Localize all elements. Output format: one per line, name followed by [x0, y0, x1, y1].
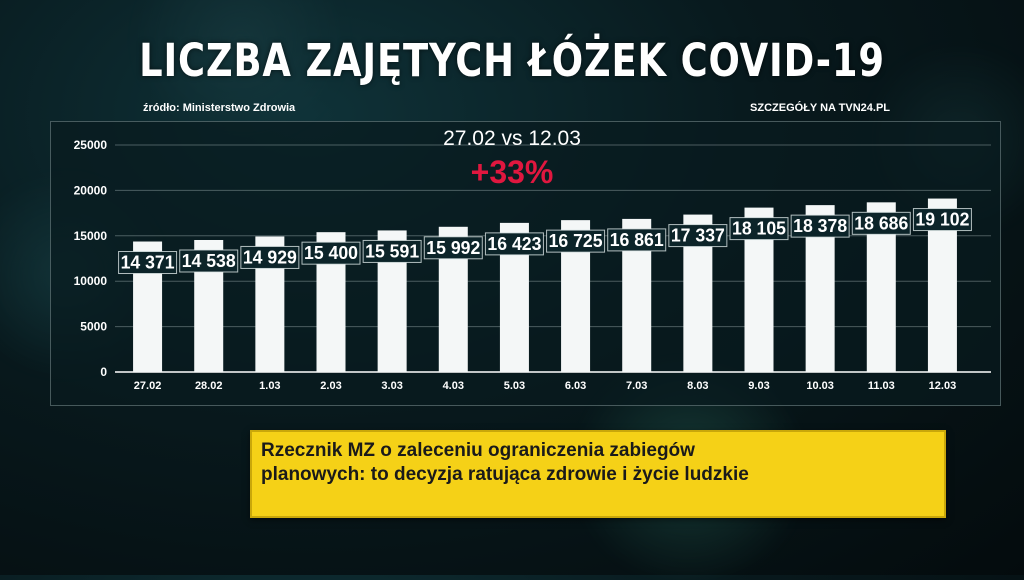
source-label: źródło: Ministerstwo Zdrowia — [143, 102, 296, 114]
x-tick-label: 11.03 — [868, 380, 895, 392]
y-tick-label: 10000 — [74, 274, 108, 288]
data-label: 17 337 — [671, 226, 725, 246]
data-label: 15 400 — [304, 243, 358, 263]
data-label: 15 591 — [365, 241, 419, 261]
news-ticker-box: Rzecznik MZ o zaleceniu ograniczenia zab… — [250, 430, 946, 518]
x-tick-label: 1.03 — [259, 380, 280, 392]
x-tick-label: 2.03 — [320, 380, 341, 392]
data-label: 16 861 — [610, 230, 664, 250]
x-tick-label: 12.03 — [929, 380, 957, 392]
y-tick-label: 5000 — [80, 320, 107, 334]
data-label: 16 423 — [487, 234, 541, 254]
data-label: 18 105 — [732, 219, 786, 239]
data-label-box — [362, 239, 422, 263]
x-tick-label: 7.03 — [626, 380, 647, 392]
data-label-box — [668, 224, 728, 248]
news-line-2: planowych: to decyzja ratująca zdrowie i… — [261, 464, 749, 485]
details-link[interactable]: SZCZEGÓŁY NA TVN24.PL — [750, 102, 890, 114]
x-tick-label: 3.03 — [381, 380, 402, 392]
chart-title: LICZBA ZAJĘTYCH ŁÓŻEK COVID-19 — [139, 34, 885, 87]
x-tick-label: 9.03 — [748, 380, 769, 392]
x-tick-label: 28.02 — [195, 380, 223, 392]
data-label-box — [423, 236, 483, 260]
data-label: 15 992 — [426, 238, 480, 258]
y-tick-label: 0 — [100, 365, 107, 379]
chart-panel: 0 5000 10000 15000 20000 25000 14 371 27.02 14 5… — [50, 121, 1001, 406]
data-label: 16 725 — [549, 231, 603, 251]
comparison-label: 27.02 vs 12.03 — [443, 127, 581, 150]
data-label: 14 371 — [121, 253, 175, 273]
data-label: 14 929 — [243, 247, 297, 267]
bar-chart: 0 5000 10000 15000 20000 25000 14 371 27.02 14 5… — [74, 138, 991, 392]
x-tick-label: 27.02 — [134, 380, 162, 392]
x-tick-label: 5.03 — [504, 380, 525, 392]
data-label-box — [912, 208, 972, 232]
x-tick-label: 8.03 — [687, 380, 708, 392]
y-tick-label: 20000 — [74, 183, 108, 197]
data-label-box — [179, 249, 239, 273]
data-label-box — [118, 251, 178, 275]
data-label-box — [484, 232, 544, 256]
y-tick-label: 25000 — [74, 138, 108, 152]
data-label: 14 538 — [182, 251, 236, 271]
data-label-box — [240, 245, 300, 269]
news-text: Rzecznik MZ o zaleceniu ograniczenia zab… — [261, 439, 941, 487]
data-label-box — [790, 214, 850, 238]
news-line-1: Rzecznik MZ o zaleceniu ograniczenia zab… — [261, 440, 695, 461]
data-label: 18 686 — [854, 213, 908, 233]
data-label: 18 378 — [793, 216, 847, 236]
data-label-box — [301, 241, 361, 265]
x-tick-label: 10.03 — [806, 380, 834, 392]
y-tick-label: 15000 — [74, 229, 108, 243]
data-label-box — [729, 217, 789, 241]
data-label-box — [607, 228, 667, 252]
change-percent: +33% — [470, 154, 554, 190]
x-tick-label: 4.03 — [443, 380, 464, 392]
data-label: 19 102 — [915, 210, 969, 230]
x-tick-label: 6.03 — [565, 380, 586, 392]
data-label-box — [851, 211, 911, 235]
data-label-box — [546, 229, 606, 253]
